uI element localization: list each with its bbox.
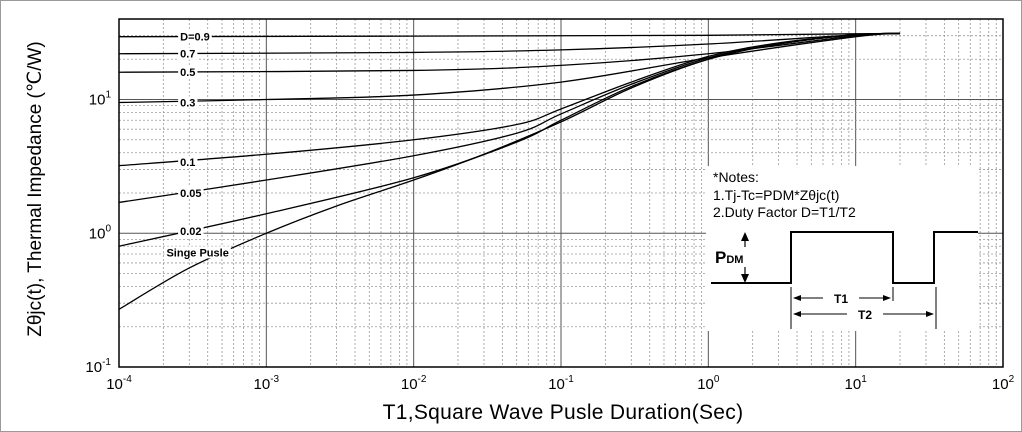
y-tick-labels: 10-1 100 101 bbox=[85, 90, 111, 376]
y-tick-label: 100 bbox=[89, 223, 112, 242]
t2-label: T2 bbox=[858, 308, 872, 322]
pdm-arrow-up bbox=[741, 232, 749, 241]
curve-0-5 bbox=[118, 32, 901, 73]
x-tick-label: 101 bbox=[845, 374, 868, 393]
curve-label-bg bbox=[178, 187, 204, 199]
curve-labels: D=0.9 0.7 0.5 0.3 0.1 0.05 0.02 Singe Pusle bbox=[164, 30, 231, 259]
curve-0-3 bbox=[118, 32, 901, 104]
curve-label: 0.5 bbox=[180, 67, 195, 79]
pulse-waveform bbox=[711, 231, 978, 284]
notes-line-2: 2.Duty Factor D=T1/T2 bbox=[713, 204, 856, 220]
x-tick-label: 10-2 bbox=[401, 374, 427, 393]
curve-label-bg bbox=[164, 246, 231, 259]
y-axis-label: Zθjc(t), Thermal Impedance (℃/W) bbox=[25, 41, 46, 337]
x-tick-label: 100 bbox=[697, 374, 720, 393]
pdm-label: PDM bbox=[715, 248, 743, 267]
pdm-arrow-down bbox=[741, 274, 749, 283]
pulse-inset: PDM T1 T2 bbox=[706, 231, 978, 331]
curve-label: 0.3 bbox=[180, 97, 195, 109]
curve-label: Singe Pusle bbox=[166, 247, 228, 259]
x-axis-label: T1,Square Wave Pusle Duration(Sec) bbox=[383, 401, 744, 424]
curves bbox=[118, 32, 901, 310]
curve-label: 0.7 bbox=[180, 49, 195, 61]
y-tick-label: 10-1 bbox=[85, 357, 111, 376]
notes-title: *Notes: bbox=[713, 169, 759, 185]
curve-label-bg bbox=[178, 224, 204, 237]
curve-singe-pusle bbox=[118, 32, 901, 310]
curve-d-0-9 bbox=[118, 32, 901, 38]
curve-label-bg bbox=[178, 47, 198, 60]
curve-label: 0.05 bbox=[180, 188, 201, 200]
x-tick-label: 10-1 bbox=[548, 374, 574, 393]
t1-label: T1 bbox=[834, 292, 848, 306]
x-tick-label: 102 bbox=[992, 374, 1015, 393]
curve-0-1 bbox=[118, 32, 901, 167]
notes-line-1: 1.Tj-Tc=PDM*Zθjc(t) bbox=[713, 187, 839, 203]
x-tick-labels: 10-4 10-3 10-2 10-1 100 101 102 bbox=[106, 374, 1014, 393]
curve-label-bg bbox=[178, 30, 212, 43]
x-tick-label: 10-3 bbox=[254, 374, 280, 393]
curve-label: 0.1 bbox=[180, 157, 195, 169]
curve-label-bg bbox=[178, 96, 198, 109]
x-tick-label: 10-4 bbox=[106, 374, 132, 393]
notes-box: *Notes: 1.Tj-Tc=PDM*Zθjc(t) 2.Duty Facto… bbox=[706, 166, 978, 232]
y-tick-label: 101 bbox=[89, 90, 112, 109]
plot-border bbox=[118, 18, 1004, 368]
curve-label: 0.02 bbox=[180, 226, 201, 238]
curve-label-bg bbox=[178, 66, 198, 79]
curve-label: D=0.9 bbox=[180, 32, 210, 44]
curve-label-bg bbox=[178, 156, 198, 169]
